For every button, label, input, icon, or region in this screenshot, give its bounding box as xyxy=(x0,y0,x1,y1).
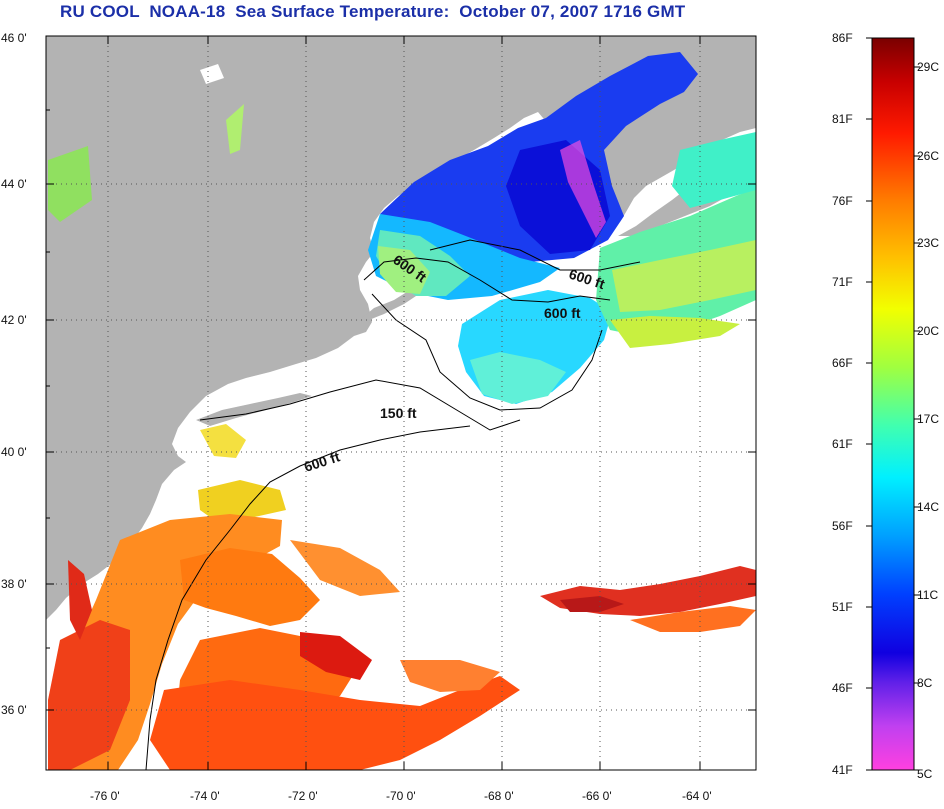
colorbar-f-label: 51F xyxy=(832,600,853,614)
colorbar-c-label: 29C xyxy=(917,60,939,74)
lat-label: 42 0' xyxy=(1,313,27,327)
colorbar-c-label: 20C xyxy=(917,324,939,338)
isobath-label: 600 ft xyxy=(544,305,581,321)
lat-label: 38 0' xyxy=(1,577,27,591)
colorbar-c-label: 17C xyxy=(917,412,939,426)
colorbar-f-label: 41F xyxy=(832,763,853,777)
colorbar-f-label: 81F xyxy=(832,112,853,126)
colorbar-c-label: 23C xyxy=(917,236,939,250)
colorbar xyxy=(871,37,915,771)
colorbar-f-label: 66F xyxy=(832,356,853,370)
lon-label: -72 0' xyxy=(288,789,318,803)
lon-label: -66 0' xyxy=(582,789,612,803)
colorbar-c-label: 26C xyxy=(917,149,939,163)
map-title: RU COOL NOAA-18 Sea Surface Temperature:… xyxy=(60,2,686,21)
lon-label: -76 0' xyxy=(90,789,120,803)
axis-ticks xyxy=(46,35,756,770)
colorbar-f-label: 61F xyxy=(832,437,853,451)
colorbar-f-label: 86F xyxy=(832,31,853,45)
colorbar-f-label: 56F xyxy=(832,519,853,533)
map-grid xyxy=(46,36,756,770)
sst-mid-atlantic-yellow xyxy=(198,480,286,520)
colorbar-c-label: 14C xyxy=(917,500,939,514)
long-island xyxy=(196,393,312,426)
lon-label: -70 0' xyxy=(386,789,416,803)
colorbar-c-label: 5C xyxy=(917,767,933,781)
lon-label: -64 0' xyxy=(682,789,712,803)
lon-label: -68 0' xyxy=(484,789,514,803)
lon-label: -74 0' xyxy=(190,789,220,803)
colorbar-f-label: 71F xyxy=(832,275,853,289)
colorbar-c-label: 8C xyxy=(917,676,933,690)
isobath-label: 150 ft xyxy=(380,405,417,421)
lat-label: 40 0' xyxy=(1,445,27,459)
map-frame xyxy=(45,35,757,771)
lat-label: 46 0' xyxy=(1,31,27,45)
cape-cod xyxy=(362,276,422,322)
lat-label: 36 0' xyxy=(1,703,27,717)
land-mass xyxy=(46,36,756,620)
colorbar-f-label: 76F xyxy=(832,194,853,208)
lat-label: 44 0' xyxy=(1,177,27,191)
colorbar-ticks xyxy=(866,37,920,771)
colorbar-c-label: 11C xyxy=(917,588,938,602)
colorbar-f-label: 46F xyxy=(832,681,853,695)
